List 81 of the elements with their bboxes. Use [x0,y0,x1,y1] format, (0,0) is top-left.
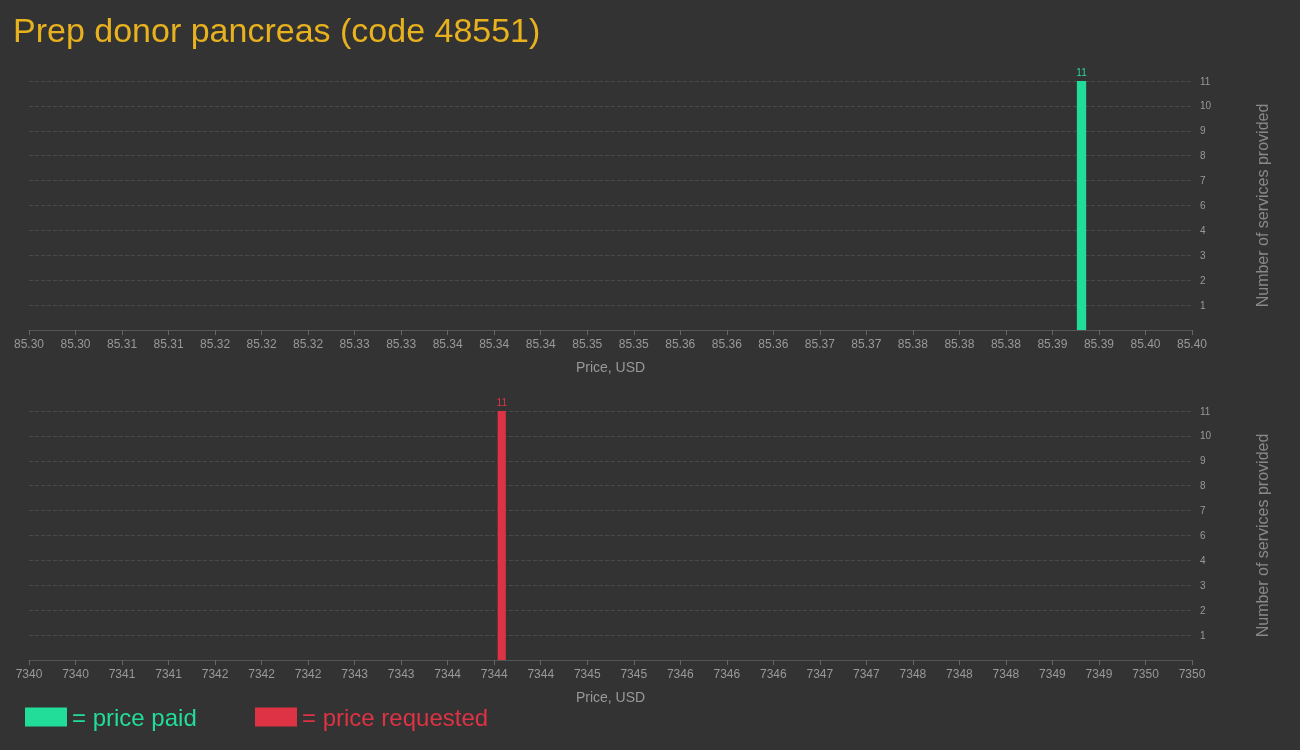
y-tick-label: 8 [1200,480,1206,492]
x-tick-label: 7345 [573,667,601,681]
x-tick-label: 7346 [666,667,694,681]
y-tick-label: 8 [1200,150,1206,162]
y-axis-title: Number of services provided [1253,433,1271,638]
x-tick-label: 7347 [853,667,881,681]
x-tick-label: 85.31 [153,337,184,351]
x-tick-label: 7343 [387,667,415,681]
x-tick-label: 7344 [434,667,462,681]
data-label: 11 [1076,66,1088,78]
x-tick-label: 7340 [62,667,90,681]
x-tick-label: 7347 [806,667,834,681]
x-tick-label: 85.34 [432,337,464,351]
y-tick-label: 10 [1200,100,1212,112]
x-tick-label: 7345 [620,667,648,681]
x-tick-label: 85.33 [386,337,417,351]
y-tick-label: 2 [1200,274,1206,286]
y-tick-label: 1 [1200,629,1206,641]
x-axis-title: Price, USD [575,359,646,375]
x-tick-label: 85.35 [618,337,650,351]
legend-label: = price requested [302,703,489,731]
x-tick-label: 7350 [1178,667,1206,681]
x-tick-label: 7344 [480,667,508,681]
x-tick-label: 7342 [294,667,322,681]
y-tick-label: 9 [1200,455,1206,467]
chart-title: Prep donor pancreas (code 48551) [13,11,541,49]
y-tick-label: 10 [1200,430,1212,442]
x-tick-label: 7342 [201,667,229,681]
x-tick-label: 85.34 [525,337,557,351]
y-tick-label: 6 [1200,530,1206,541]
y-tick-label: 6 [1200,200,1206,211]
x-tick-label: 7348 [992,667,1020,681]
y-tick-label: 7 [1200,175,1206,187]
x-tick-label: 7342 [248,667,276,681]
x-tick-label: 85.38 [944,337,975,351]
x-tick-label: 85.34 [479,337,510,351]
x-tick-label: 7341 [155,667,183,681]
x-tick-label: 7348 [946,667,974,681]
x-tick-label: 7341 [108,667,136,681]
y-tick-label: 11 [1200,75,1211,87]
x-tick-label: 85.32 [200,337,231,351]
y-tick-label: 4 [1200,224,1206,236]
data-label: 11 [496,396,508,408]
y-axis-title: Number of services provided [1253,103,1271,308]
x-tick-label: 85.40 [1130,337,1161,351]
x-tick-label: 85.31 [107,337,138,351]
x-tick-label: 85.30 [13,337,45,351]
x-tick-label: 85.39 [1037,337,1068,351]
x-tick-label: 85.30 [60,337,91,351]
x-tick-label: 7346 [759,667,787,681]
x-tick-label: 85.39 [1083,337,1115,351]
x-tick-label: 85.32 [246,337,277,351]
x-tick-label: 85.32 [293,337,324,351]
x-axis-title: Price, USD [575,689,646,705]
x-tick-label: 7349 [1085,667,1113,681]
y-tick-label: 3 [1200,249,1206,261]
y-tick-label: 9 [1200,125,1206,137]
y-tick-label: 1 [1200,299,1206,311]
y-tick-label: 4 [1200,554,1206,566]
x-tick-label: 85.36 [665,337,696,351]
x-tick-label: 85.35 [572,337,603,351]
x-tick-label: 85.36 [758,337,789,351]
x-tick-label: 85.33 [339,337,370,351]
x-tick-label: 85.40 [1176,337,1208,351]
y-tick-label: 7 [1200,505,1206,517]
x-tick-label: 85.38 [990,337,1022,351]
x-tick-label: 85.37 [851,337,882,351]
x-tick-label: 85.38 [897,337,929,351]
y-tick-label: 2 [1200,604,1206,616]
x-tick-label: 7349 [1039,667,1067,681]
y-tick-label: 3 [1200,579,1206,591]
x-tick-label: 7348 [899,667,927,681]
x-tick-label: 85.37 [804,337,836,351]
x-tick-label: 7346 [713,667,741,681]
y-tick-label: 11 [1200,405,1211,417]
legend-label: = price paid [72,703,197,731]
x-tick-label: 85.36 [711,337,743,351]
x-tick-label: 7350 [1132,667,1160,681]
x-tick-label: 7340 [15,667,43,681]
x-tick-label: 7343 [341,667,369,681]
x-tick-label: 7344 [527,667,555,681]
